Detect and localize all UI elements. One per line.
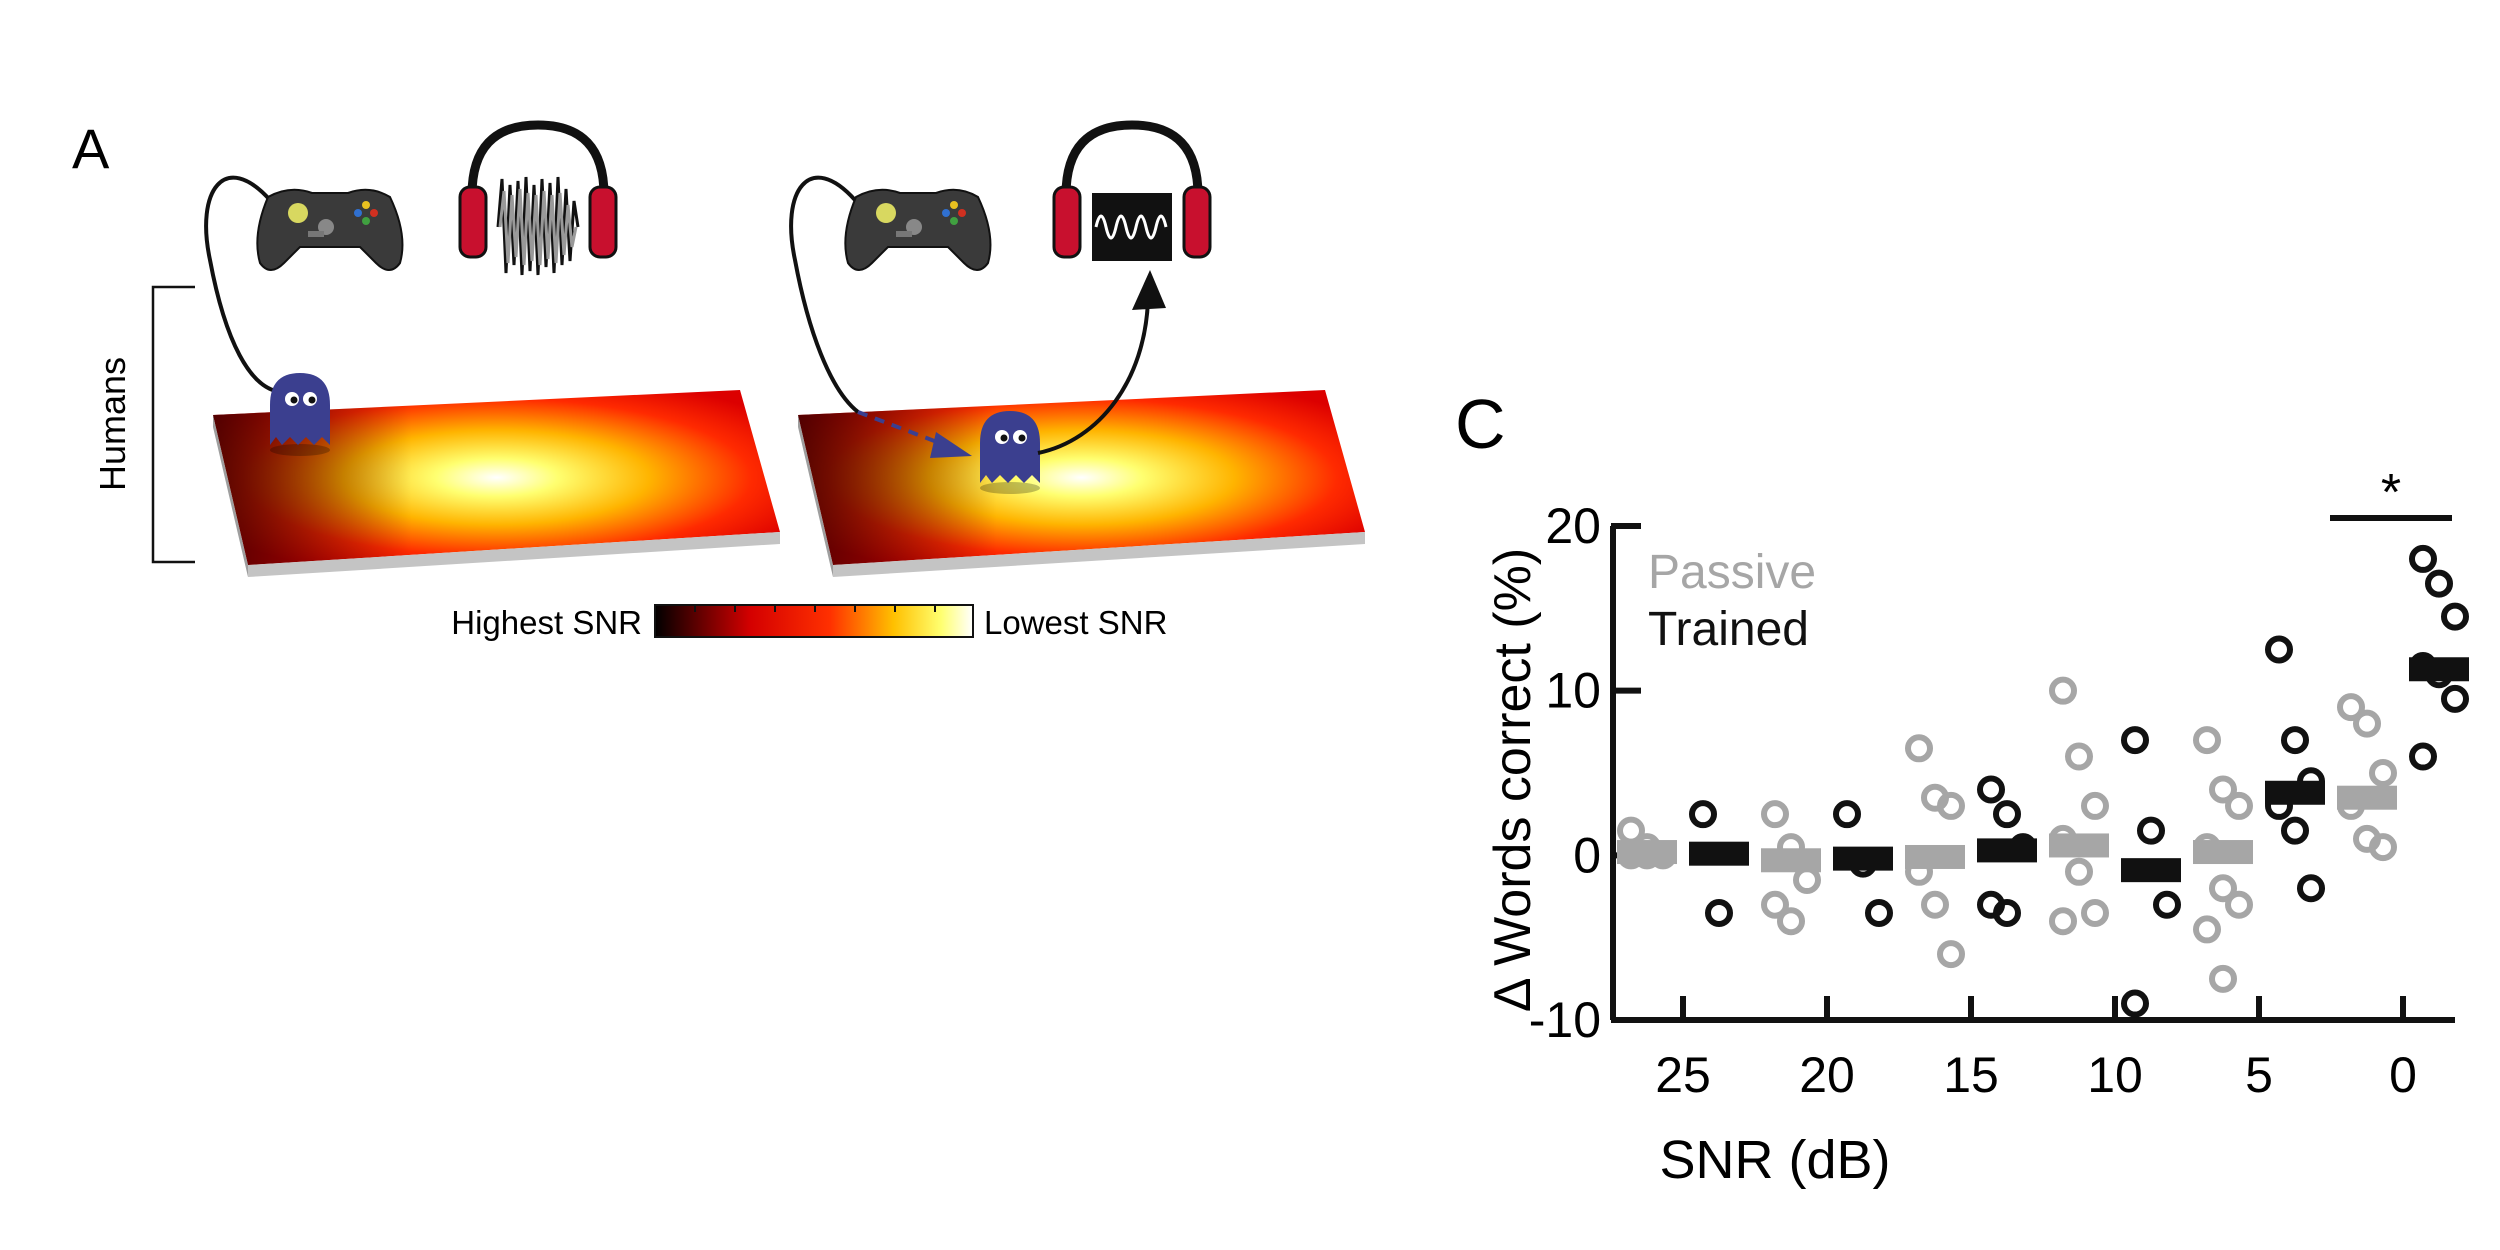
trained-point (2441, 684, 2469, 713)
ghost-character-icon (980, 411, 1040, 494)
passive-point (1761, 800, 1789, 829)
trained-point (2281, 816, 2309, 845)
chart-axes: -10 0 10 20 25 20 15 10 5 0 (1529, 498, 2455, 1103)
y-axis-label: Δ Words correct (%) (1484, 548, 1542, 1012)
trained-point (1689, 800, 1717, 829)
colorbar-left-label: Highest SNR (451, 604, 642, 641)
trained-point (2265, 635, 2293, 664)
trained-point (2281, 726, 2309, 755)
feedback-arrow (1037, 299, 1150, 455)
legend-passive: Passive (1648, 546, 1816, 599)
passive-mean-bar (2049, 833, 2109, 858)
trained-point (1705, 898, 1733, 927)
passive-point (2353, 709, 2381, 738)
legend-trained: Trained (1648, 603, 1809, 656)
trained-mean-bar (1833, 846, 1893, 871)
passive-point (2209, 775, 2237, 804)
trained-point (2297, 874, 2325, 903)
colorbar-right-label: Lowest SNR (984, 604, 1167, 641)
feedback-arrowhead (1132, 270, 1166, 310)
passive-point (2081, 791, 2109, 820)
passive-point (1761, 890, 1789, 919)
passive-point (2081, 898, 2109, 927)
trained-mean-bar (2265, 780, 2325, 805)
trained-point (1833, 800, 1861, 829)
x-tick-label: 25 (1655, 1047, 1711, 1103)
trained-point (1865, 898, 1893, 927)
trained-point (2153, 890, 2181, 919)
passive-point (2049, 907, 2077, 936)
passive-point (1777, 907, 1805, 936)
panel-c: C Δ Words correct (%) SNR (dB) Passive T… (1455, 385, 2469, 1190)
x-tick-label: 0 (2389, 1047, 2417, 1103)
humans-label: Humans (92, 357, 133, 491)
trained-mean-bar (1977, 838, 2037, 863)
x-tick-label: 5 (2245, 1047, 2273, 1103)
y-tick-label: 10 (1545, 663, 1601, 719)
trained-point (2137, 816, 2165, 845)
passive-mean-bar (1905, 844, 1965, 869)
x-tick-label: 20 (1799, 1047, 1855, 1103)
game-controller-icon (844, 188, 992, 271)
panel-a: A Humans (72, 117, 1365, 641)
panel-a-label: A (72, 117, 110, 180)
trained-point (1977, 775, 2005, 804)
ghost-character-icon (270, 373, 330, 456)
passive-point (2337, 693, 2365, 722)
controller-cable-2 (789, 175, 860, 414)
passive-point (1793, 866, 1821, 895)
movement-arrow (857, 410, 946, 447)
headphones-icon (458, 120, 618, 277)
passive-point (1937, 940, 1965, 969)
passive-mean-bar (1617, 840, 1677, 865)
passive-point (2049, 676, 2077, 705)
y-tick-label: 0 (1573, 827, 1601, 883)
passive-point (2369, 833, 2397, 862)
trained-point (1993, 898, 2021, 927)
controller-cable-1 (204, 175, 283, 394)
passive-mean-bar (2193, 840, 2253, 865)
trained-mean-bar (2409, 657, 2469, 682)
passive-point (1921, 890, 1949, 919)
passive-point (2065, 742, 2093, 771)
x-axis-label: SNR (dB) (1659, 1130, 1890, 1190)
game-controller-icon (256, 188, 404, 271)
panel-c-label: C (1455, 385, 1506, 463)
significance-star: * (2381, 464, 2401, 522)
x-tick-label: 15 (1943, 1047, 1999, 1103)
chart-marks (1617, 544, 2469, 1018)
trained-point (2441, 602, 2469, 631)
passive-point (2193, 915, 2221, 944)
y-tick-label: 20 (1545, 498, 1601, 554)
trained-point (2409, 742, 2437, 771)
trained-mean-bar (1689, 841, 1749, 866)
heat-map-1 (213, 390, 780, 577)
passive-mean-bar (1761, 848, 1821, 873)
trained-point (2121, 726, 2149, 755)
passive-point (2065, 857, 2093, 886)
colorbar-ticks (694, 605, 936, 612)
headphones-icon (1052, 120, 1212, 261)
trained-mean-bar (2121, 858, 2181, 883)
passive-point (1905, 734, 1933, 763)
clean-waveform (1094, 214, 1168, 240)
passive-point (2209, 874, 2237, 903)
passive-mean-bar (2337, 785, 2397, 810)
passive-point (2209, 964, 2237, 993)
x-tick-label: 10 (2087, 1047, 2143, 1103)
passive-point (1937, 791, 1965, 820)
passive-point (2369, 759, 2397, 787)
trained-point (1993, 800, 2021, 829)
heat-map-2 (798, 390, 1365, 577)
passive-point (2225, 890, 2253, 919)
passive-point (2225, 791, 2253, 820)
trained-point (2425, 569, 2453, 598)
passive-point (2193, 726, 2221, 755)
trained-point (2409, 544, 2437, 573)
y-tick-label: -10 (1529, 992, 1601, 1048)
humans-bracket (151, 285, 195, 564)
movement-arrowhead (930, 432, 972, 458)
trained-point (2121, 989, 2149, 1018)
